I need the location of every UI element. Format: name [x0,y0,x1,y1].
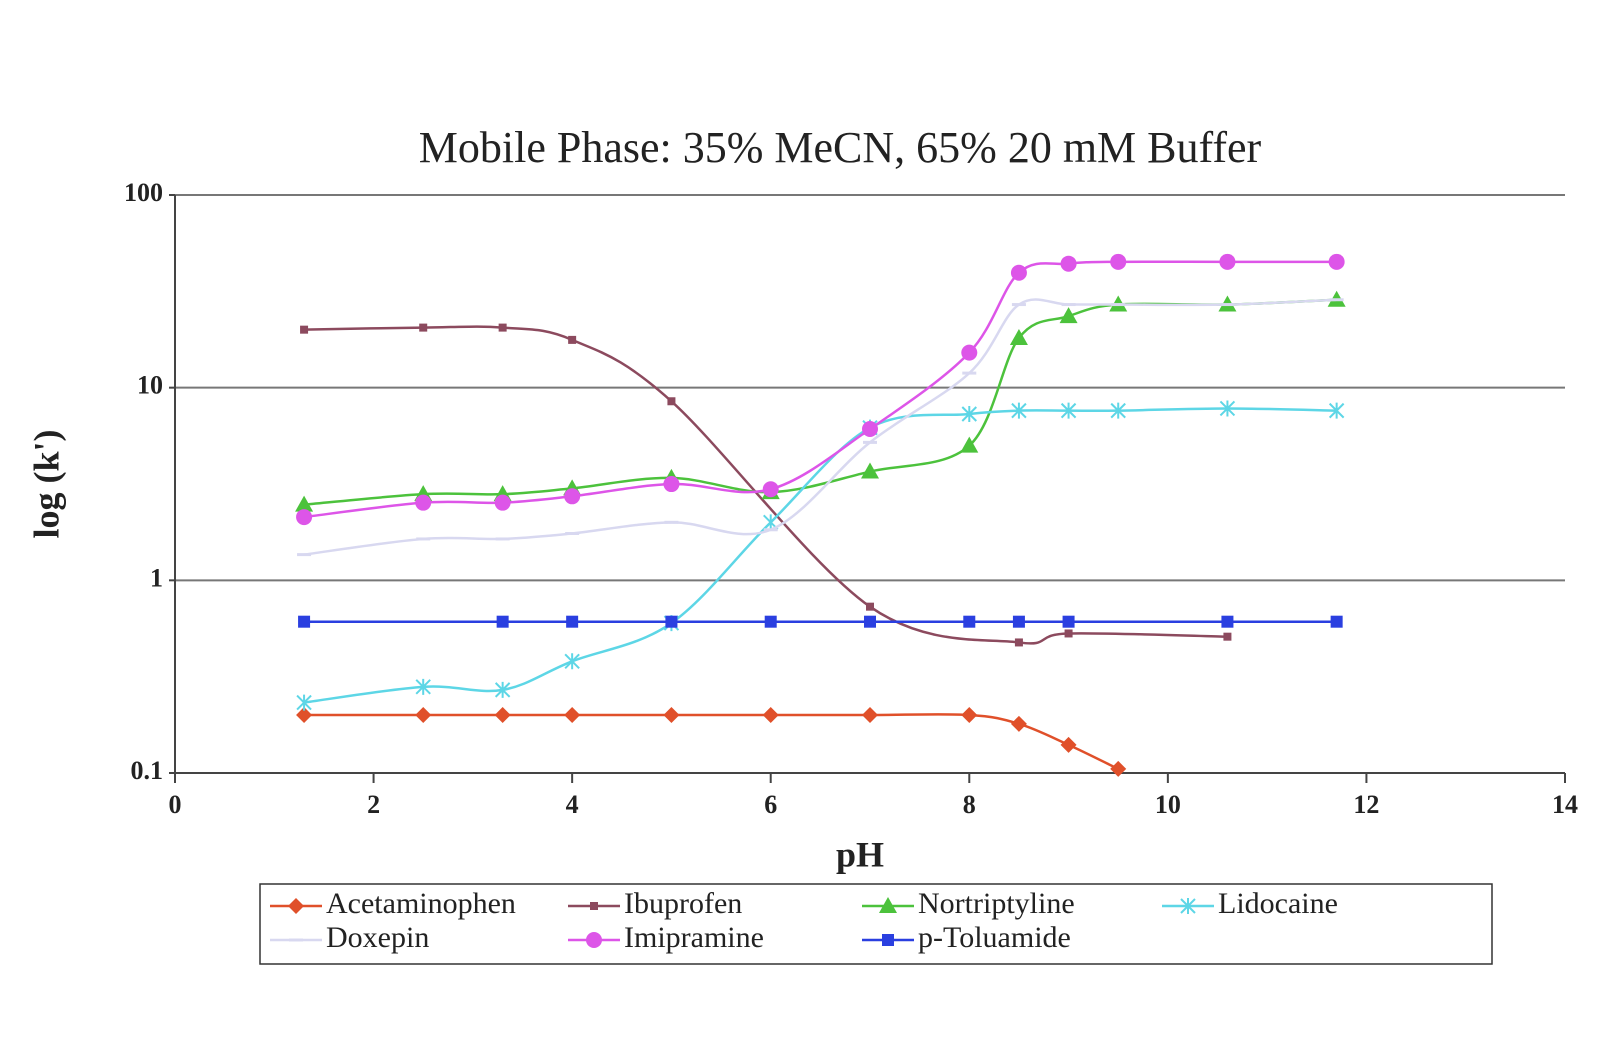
marker [296,707,313,724]
marker [494,707,511,724]
marker [1014,638,1023,647]
marker [861,462,879,479]
marker [415,678,431,695]
marker [663,476,680,493]
marker [1012,615,1025,628]
marker [963,615,976,628]
legend-label: Ibuprofen [624,887,742,920]
y-tick-label: 10 [137,371,163,400]
marker [1010,264,1027,281]
series-line [303,298,1337,556]
legend-label: Imipramine [624,921,764,954]
chart-title: Mobile Phase: 35% MeCN, 65% 20 mM Buffer [419,123,1262,172]
marker [1009,329,1028,346]
x-axis-title: pH [836,834,884,874]
marker [296,509,313,526]
marker [1330,615,1343,628]
marker [663,707,680,724]
marker [415,494,432,511]
y-axis-title: log (k') [26,429,66,538]
x-tick-label: 2 [367,790,380,819]
marker [1060,402,1077,419]
marker [1221,615,1234,628]
marker [1064,629,1073,638]
x-tick-label: 10 [1155,790,1181,819]
legend-box [259,883,1493,965]
marker [1328,402,1345,419]
marker [300,325,309,334]
legend-label: Acetaminophen [326,887,516,920]
marker [564,707,581,724]
marker [1328,253,1345,270]
marker [419,323,428,332]
x-tick-label: 12 [1353,790,1379,819]
marker [590,902,598,910]
marker [1011,402,1027,419]
y-tick-label: 0.1 [131,756,164,785]
series-line [304,325,1228,645]
marker [496,615,509,628]
marker [882,934,894,946]
legend-label: Nortriptyline [918,887,1075,920]
y-tick-label: 100 [124,178,163,207]
marker [961,707,978,724]
x-tick-label: 4 [566,790,579,819]
marker [566,615,579,628]
marker [1110,253,1127,270]
marker [1059,307,1078,324]
marker [295,495,314,512]
marker [1060,736,1077,753]
marker [498,323,507,332]
marker [1219,400,1236,417]
marker [764,615,777,628]
series-line [303,260,1337,519]
marker [1062,615,1075,628]
marker [568,335,577,344]
x-tick-label: 14 [1552,790,1578,819]
marker [667,397,676,406]
legend-label: Doxepin [326,921,429,954]
marker [1219,253,1236,270]
marker [494,494,511,511]
legend-label: p-Toluamide [918,921,1071,954]
marker [1060,255,1077,272]
marker [1223,632,1232,641]
marker [298,615,311,628]
x-tick-label: 6 [764,790,777,819]
series-line [303,407,1337,704]
marker [564,653,580,670]
marker [762,481,779,498]
marker [961,406,977,422]
x-tick-label: 8 [963,790,976,819]
marker [866,602,874,611]
marker [494,681,511,698]
marker [288,898,304,914]
marker [961,344,978,361]
marker [862,707,878,724]
series-line [303,298,1337,506]
marker [665,615,678,628]
y-tick-label: 1 [150,563,163,592]
marker [296,694,312,711]
marker [586,932,602,948]
marker [564,488,581,505]
marker [415,707,432,724]
marker [1010,715,1027,732]
marker [879,897,897,913]
marker [960,436,979,453]
x-tick-label: 0 [169,790,182,819]
marker [862,421,878,438]
marker [762,707,779,724]
series-line [304,713,1119,771]
marker [864,615,876,628]
legend-label: Lidocaine [1218,887,1338,920]
marker [1110,402,1126,419]
marker [1180,898,1196,914]
marker [1110,760,1127,777]
